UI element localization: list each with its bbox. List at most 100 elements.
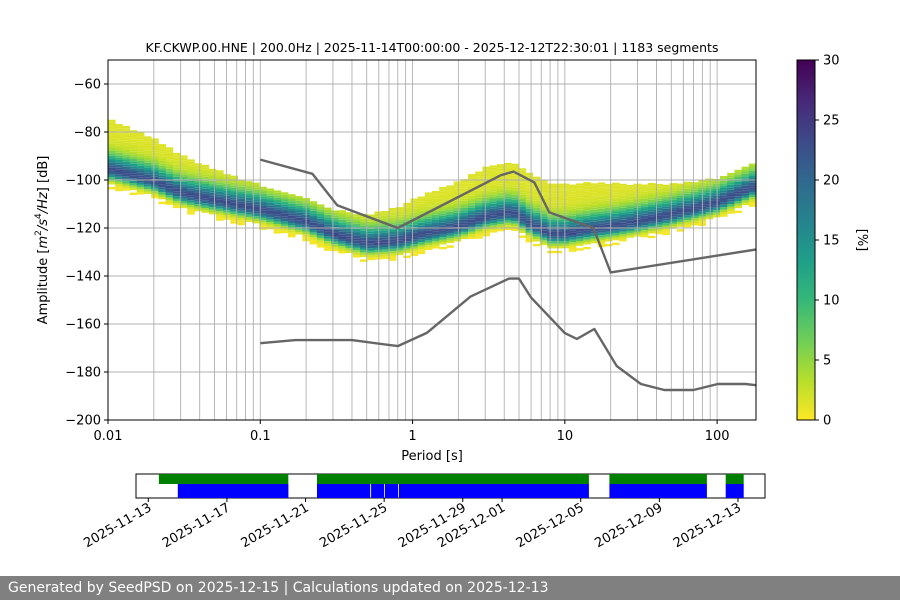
heatmap-cell <box>532 191 541 194</box>
heatmap-cell <box>597 194 606 197</box>
heatmap-cell <box>223 205 231 208</box>
heatmap-cell <box>288 227 296 231</box>
heatmap-cell <box>295 212 303 216</box>
heatmap-cell <box>194 187 202 190</box>
heatmap-cell <box>669 214 678 217</box>
heatmap-cell <box>453 186 462 189</box>
heatmap-cell <box>288 203 296 207</box>
heatmap-cell <box>662 215 670 219</box>
heatmap-cell <box>482 221 490 225</box>
heatmap-cell <box>597 196 606 200</box>
heatmap-cell <box>367 236 375 239</box>
heatmap-cell <box>748 168 756 171</box>
heatmap-cell <box>108 162 116 166</box>
heatmap-cell <box>475 195 483 198</box>
heatmap-cell <box>475 209 483 213</box>
heatmap-cell <box>482 171 490 174</box>
heatmap-cell <box>158 170 166 173</box>
heatmap-cell <box>561 195 570 198</box>
heatmap-cell <box>504 225 512 228</box>
heatmap-cell <box>172 167 181 170</box>
heatmap-cell <box>244 207 253 210</box>
heatmap-cell <box>453 222 462 225</box>
heatmap-cell <box>468 193 476 196</box>
heatmap-cell <box>151 152 159 156</box>
heatmap-cell <box>201 193 210 196</box>
heatmap-cell <box>691 223 699 226</box>
x-axis-ticks: 0.01 0.1 1 10 100 <box>94 420 730 444</box>
heatmap-cell <box>511 163 519 167</box>
heatmap-cell <box>489 218 498 221</box>
heatmap-cell <box>583 222 591 226</box>
heatmap-cell <box>396 235 404 239</box>
heatmap-cell <box>115 172 123 175</box>
heatmap-cell <box>568 223 577 226</box>
heatmap-cell <box>482 212 490 215</box>
heatmap-cell <box>525 232 534 236</box>
heatmap-cell <box>669 192 678 196</box>
heatmap-cell <box>597 225 606 228</box>
heatmap-cell <box>496 185 505 189</box>
heatmap-cell <box>194 180 202 183</box>
heatmap-cell <box>216 187 224 190</box>
heatmap-cell <box>151 181 159 184</box>
heatmap-cell <box>316 245 325 248</box>
heatmap-cell <box>727 196 735 200</box>
heatmap-cell <box>129 147 138 150</box>
heatmap-cell <box>705 204 714 208</box>
heatmap-cell <box>144 191 152 194</box>
heatmap-cell <box>158 165 166 169</box>
heatmap-cell <box>381 235 390 238</box>
heatmap-cell <box>237 198 246 202</box>
heatmap-cell <box>244 185 253 189</box>
heatmap-cell <box>417 201 426 204</box>
heatmap-cell <box>360 221 368 224</box>
heatmap-cell <box>684 215 692 218</box>
heatmap-cell <box>158 172 166 176</box>
heatmap-cell <box>439 189 447 192</box>
heatmap-cell <box>396 243 404 246</box>
heatmap-cell <box>691 208 699 211</box>
heatmap-cell <box>576 238 584 241</box>
heatmap-cell <box>734 172 742 175</box>
heatmap-cell <box>388 217 397 220</box>
heatmap-cell <box>129 180 138 183</box>
heatmap-cell <box>532 217 541 220</box>
heatmap-cell <box>115 150 123 153</box>
heatmap-cell <box>604 205 613 208</box>
heatmap-cell <box>201 167 210 170</box>
heatmap-cell <box>669 211 678 215</box>
heatmap-cell <box>626 192 634 195</box>
heatmap-cell <box>151 186 159 189</box>
heatmap-cell <box>540 185 548 188</box>
heatmap-cell <box>453 217 462 220</box>
heatmap-cell <box>223 193 231 196</box>
psd-availability-bar <box>317 484 371 498</box>
heatmap-cell <box>165 190 174 193</box>
heatmap-cell <box>244 202 253 206</box>
heatmap-cell <box>187 181 195 184</box>
heatmap-cell <box>223 188 231 191</box>
heatmap-cell <box>165 183 174 186</box>
heatmap-cell <box>518 211 526 214</box>
heatmap-cell <box>626 213 634 217</box>
heatmap-cell <box>309 222 318 226</box>
heatmap-cell <box>252 185 260 188</box>
heatmap-cell <box>604 239 613 242</box>
heatmap-cell <box>367 233 375 237</box>
heatmap-cell <box>158 168 166 171</box>
heatmap-cell <box>367 231 375 234</box>
heatmap-cell <box>612 187 620 190</box>
heatmap-cell <box>496 228 505 232</box>
heatmap-cell <box>194 196 202 200</box>
heatmap-cell <box>475 188 483 191</box>
colorbar-tick-label: 30 <box>823 54 840 69</box>
heatmap-cell <box>180 201 188 204</box>
heatmap-cell <box>727 211 735 214</box>
heatmap-cell <box>475 212 483 215</box>
heatmap-cell <box>194 189 202 193</box>
heatmap-cell <box>266 202 274 206</box>
heatmap-cell <box>381 247 390 250</box>
heatmap-cell <box>288 206 296 209</box>
heatmap-cell <box>496 224 505 227</box>
